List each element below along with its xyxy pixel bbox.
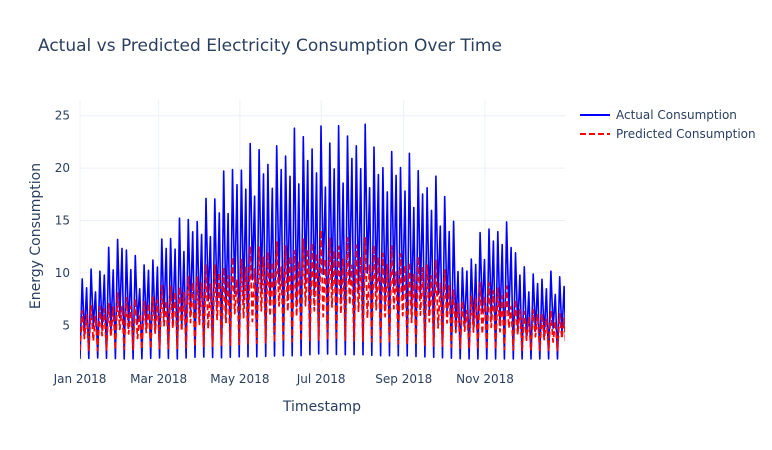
x-tick-label: Mar 2018 <box>130 372 187 386</box>
legend-label: Predicted Consumption <box>616 127 756 141</box>
x-tick-label: Jan 2018 <box>53 372 107 386</box>
plot-area <box>80 123 565 360</box>
y-axis-title: Energy Consumption <box>28 163 44 309</box>
y-axis-ticks: 5 10 15 20 25 <box>55 109 70 333</box>
x-axis-title: Timestamp <box>282 399 361 415</box>
x-tick-label: Nov 2018 <box>456 372 514 386</box>
x-axis-ticks: Jan 2018 Mar 2018 May 2018 Jul 2018 Sep 2018… <box>53 372 514 386</box>
y-tick-label: 20 <box>55 161 70 175</box>
y-tick-label: 15 <box>55 214 70 228</box>
predicted-consumption-line <box>80 229 565 352</box>
legend-item-predicted[interactable]: Predicted Consumption <box>580 127 756 141</box>
y-tick-label: 5 <box>62 318 70 332</box>
y-tick-label: 10 <box>55 266 70 280</box>
legend-item-actual[interactable]: Actual Consumption <box>580 108 737 122</box>
x-tick-label: Sep 2018 <box>375 372 432 386</box>
actual-consumption-line <box>80 123 565 360</box>
chart-title: Actual vs Predicted Electricity Consumpt… <box>38 36 502 56</box>
y-tick-label: 25 <box>55 109 70 123</box>
legend[interactable]: Actual Consumption Predicted Consumption <box>580 108 756 141</box>
x-tick-label: May 2018 <box>210 372 269 386</box>
legend-label: Actual Consumption <box>616 108 737 122</box>
x-tick-label: Jul 2018 <box>296 372 346 386</box>
